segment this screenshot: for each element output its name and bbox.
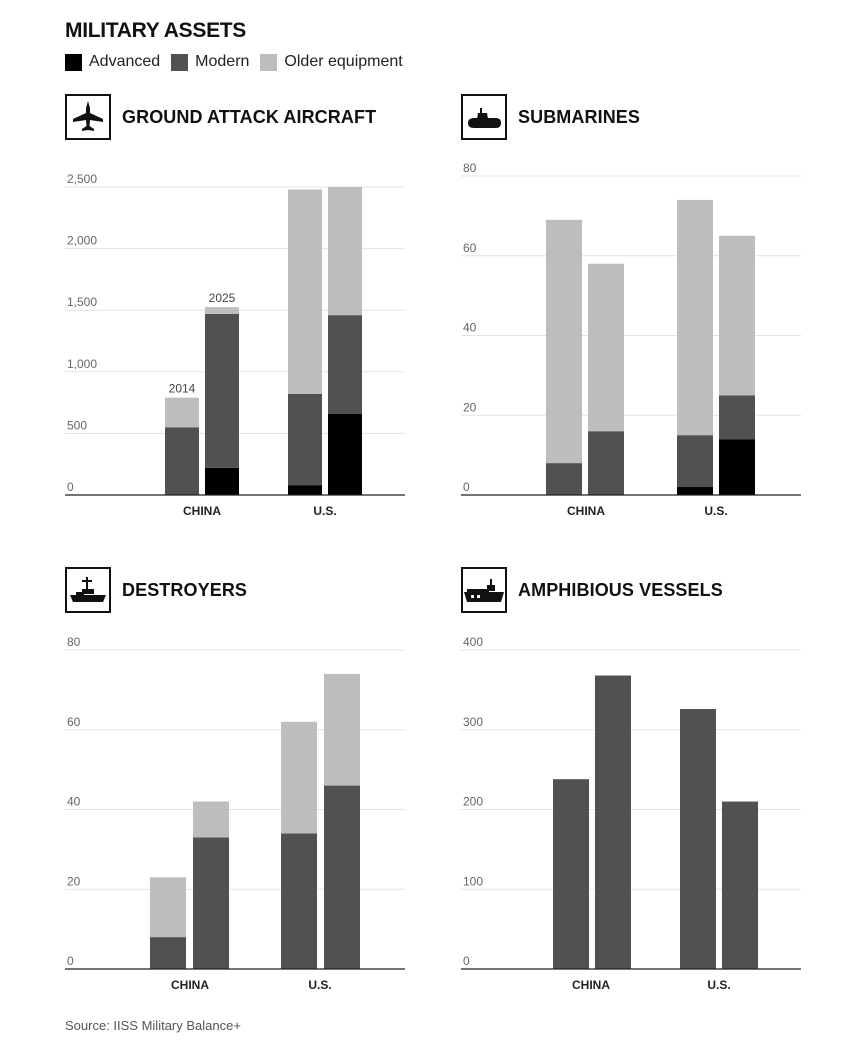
y-tick-label: 60 — [463, 241, 477, 255]
bar-segment-modern — [677, 435, 713, 488]
bar-segment-older — [546, 219, 582, 464]
panel-header-ground-attack: GROUND ATTACK AIRCRAFT — [65, 94, 376, 140]
legend-label-modern: Modern — [195, 53, 250, 70]
legend-label-advanced: Advanced — [89, 53, 161, 70]
legend-swatch-older — [260, 53, 278, 71]
bar-segment-older — [324, 673, 360, 786]
legend-swatch-advanced — [65, 53, 82, 71]
panel-header-submarines: SUBMARINES — [461, 94, 640, 140]
y-tick-label: 20 — [463, 400, 477, 414]
y-tick-label: 80 — [67, 635, 81, 649]
ground-attack-aircraft-chart: 0 500 1,000 1,500 2,000 2,500 2014 2025 CHINA U.S… — [65, 172, 405, 518]
bar-segment-older — [719, 235, 755, 396]
source-note: Source: IISS Military Balance+ — [65, 1018, 241, 1033]
legend-item-advanced: Advanced — [65, 53, 160, 71]
y-tick-label: 500 — [67, 418, 87, 432]
panel-title-amphibious: AMPHIBIOUS VESSELS — [518, 579, 723, 600]
bar-segment-modern — [205, 313, 239, 468]
bar-year-label: 2025 — [209, 291, 236, 305]
y-tick-label: 1,000 — [67, 357, 97, 371]
bar-segment-advanced — [677, 487, 713, 495]
bar-segment-older — [150, 877, 186, 938]
bar-year-label: 2014 — [169, 382, 196, 396]
bar-segment-modern — [328, 315, 362, 414]
y-tick-label: 400 — [463, 635, 483, 649]
bar-segment-modern — [288, 393, 322, 486]
bar-segment-modern — [150, 937, 186, 969]
bar-segment-advanced — [719, 439, 755, 495]
y-tick-label: 0 — [67, 954, 74, 968]
panel-title-ground-attack: GROUND ATTACK AIRCRAFT — [122, 106, 377, 127]
submarine-icon — [461, 94, 507, 140]
destroyers-chart: 0 20 40 60 80 CHINA U.S. — [65, 635, 405, 992]
y-tick-label: 80 — [463, 161, 477, 175]
bar-segment-advanced — [205, 467, 239, 495]
bar-segment-older — [677, 199, 713, 436]
bar-segment-advanced — [288, 485, 322, 495]
amphibious-ship-icon — [461, 567, 507, 613]
submarines-chart: 0 20 40 60 80 CHINA U.S. — [461, 161, 801, 518]
category-label: CHINA — [171, 978, 209, 992]
category-label: U.S. — [313, 504, 336, 518]
y-tick-label: 40 — [67, 795, 81, 809]
category-label: U.S. — [308, 978, 331, 992]
y-tick-label: 20 — [67, 874, 81, 888]
category-label: U.S. — [707, 978, 730, 992]
bar-segment-older — [205, 307, 239, 314]
page-title: MILITARY ASSETS — [65, 19, 247, 42]
legend: Advanced Modern Older equipment — [65, 53, 414, 71]
legend-label-older: Older equipment — [284, 53, 403, 70]
y-tick-label: 0 — [463, 954, 470, 968]
legend-item-modern: Modern — [171, 53, 249, 71]
bar-segment-modern — [193, 837, 229, 969]
bar-segment-modern — [722, 801, 758, 969]
bar-segment-older — [588, 263, 624, 432]
bar-segment-older — [281, 721, 317, 834]
y-tick-label: 40 — [463, 321, 477, 335]
y-tick-label: 300 — [463, 715, 483, 729]
bar-segment-older — [193, 801, 229, 838]
bar-segment-modern — [595, 675, 631, 969]
panel-header-destroyers: DESTROYERS — [65, 567, 247, 613]
y-tick-label: 2,000 — [67, 234, 97, 248]
panel-header-amphibious: AMPHIBIOUS VESSELS — [461, 567, 723, 613]
destroyer-ship-icon — [65, 567, 111, 613]
bar-segment-modern — [588, 431, 624, 495]
category-label: CHINA — [567, 504, 605, 518]
bar-segment-modern — [719, 395, 755, 440]
y-tick-label: 200 — [463, 795, 483, 809]
y-tick-label: 0 — [67, 480, 74, 494]
bar-segment-modern — [546, 463, 582, 495]
panel-title-destroyers: DESTROYERS — [122, 579, 248, 600]
bar-segment-modern — [553, 779, 589, 969]
y-tick-label: 1,500 — [67, 295, 97, 309]
y-tick-label: 2,500 — [67, 172, 97, 186]
y-tick-label: 100 — [463, 874, 483, 888]
y-tick-label: 0 — [463, 480, 470, 494]
amphibious-vessels-chart: 0 100 200 300 400 CHINA U.S. — [461, 635, 801, 992]
bar-segment-modern — [281, 833, 317, 969]
legend-swatch-modern — [171, 53, 189, 71]
bar-segment-older — [165, 397, 199, 428]
category-label: CHINA — [572, 978, 610, 992]
bar-segment-modern — [324, 785, 360, 969]
legend-item-older: Older equipment — [260, 53, 403, 71]
bar-segment-older — [328, 187, 362, 316]
bar-segment-older — [288, 189, 322, 394]
bar-segment-modern — [165, 427, 199, 495]
fighter-jet-icon — [65, 94, 111, 140]
panel-title-submarines: SUBMARINES — [518, 106, 641, 127]
category-label: CHINA — [183, 504, 221, 518]
category-label: U.S. — [704, 504, 727, 518]
bar-segment-modern — [680, 709, 716, 969]
bar-segment-advanced — [328, 413, 362, 495]
y-tick-label: 60 — [67, 715, 81, 729]
